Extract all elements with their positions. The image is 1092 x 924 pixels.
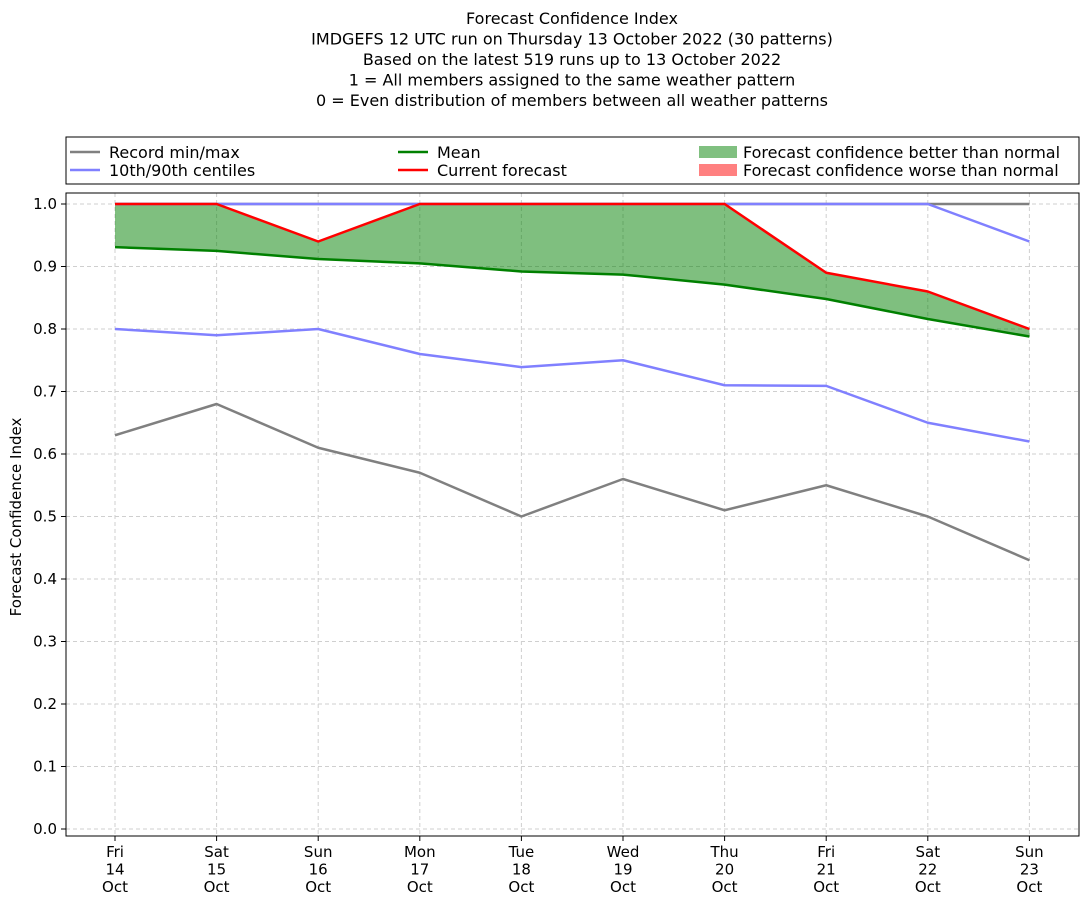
x-tick-label: 16 — [309, 861, 328, 879]
chart-title-line-2: IMDGEFS 12 UTC run on Thursday 13 Octobe… — [311, 30, 833, 49]
x-tick-label: Oct — [204, 878, 230, 896]
x-tick-label: Mon — [404, 843, 436, 861]
legend-label: 10th/90th centiles — [109, 161, 255, 180]
legend-label: Forecast confidence worse than normal — [743, 161, 1059, 180]
y-tick-label: 0.5 — [33, 508, 57, 526]
y-tick-label: 0.3 — [33, 633, 57, 651]
x-tick-label: Fri — [817, 843, 835, 861]
x-tick-label: Oct — [1016, 878, 1042, 896]
legend-label: Record min/max — [109, 143, 240, 162]
x-tick-label: Oct — [610, 878, 636, 896]
x-axis: Fri14OctSat15OctSun16OctMon17OctTue18Oct… — [102, 836, 1044, 896]
y-tick-label: 0.7 — [33, 383, 57, 401]
x-tick-label: 21 — [817, 861, 836, 879]
legend-label: Forecast confidence better than normal — [743, 143, 1060, 162]
y-tick-label: 0.0 — [33, 820, 57, 838]
y-axis: 0.0 0.1 0.2 0.3 0.4 0.5 0.6 0.7 0.8 0.9 1.0 — [33, 195, 66, 838]
series-line-mean — [114, 245, 1030, 338]
chart-title-line-4: 1 = All members assigned to the same wea… — [349, 71, 796, 90]
y-tick-label: 0.2 — [33, 695, 57, 713]
x-tick-label: 18 — [512, 861, 531, 879]
y-axis-label: Forecast Confidence Index — [7, 418, 25, 617]
x-tick-label: Sun — [304, 843, 333, 861]
x-tick-label: 14 — [105, 861, 124, 879]
x-tick-label: Oct — [305, 878, 331, 896]
x-tick-label: 15 — [207, 861, 226, 879]
y-tick-label: 0.1 — [33, 758, 57, 776]
x-tick-label: Oct — [407, 878, 433, 896]
legend-label: Current forecast — [437, 161, 567, 180]
chart-title-line-1: Forecast Confidence Index — [466, 9, 678, 28]
x-tick-label: Wed — [607, 843, 640, 861]
chart-title-line-3: Based on the latest 519 runs up to 13 Oc… — [363, 50, 781, 69]
series-line-p10 — [114, 327, 1030, 443]
plot-frame — [65, 192, 1080, 837]
x-tick-label: Oct — [915, 878, 941, 896]
x-tick-label: Oct — [712, 878, 738, 896]
x-tick-label: Fri — [106, 843, 124, 861]
y-tick-label: 0.6 — [33, 445, 57, 463]
chart-title-line-5: 0 = Even distribution of members between… — [316, 91, 828, 110]
confidence-fill — [115, 204, 1030, 337]
legend-label: Mean — [437, 143, 481, 162]
x-tick-label: 19 — [613, 861, 632, 879]
y-tick-label: 0.4 — [33, 570, 57, 588]
legend-swatch-patch — [699, 146, 737, 158]
series-line-current — [115, 202, 1030, 331]
fill-better-than-normal — [115, 204, 1030, 337]
x-tick-label: Tue — [508, 843, 535, 861]
x-tick-label: Oct — [102, 878, 128, 896]
legend-box — [65, 136, 1080, 185]
x-tick-label: 17 — [410, 861, 429, 879]
chart-title: Forecast Confidence Index IMDGEFS 12 UTC … — [311, 9, 833, 110]
x-tick-label: Sun — [1015, 843, 1044, 861]
legend-swatch-patch — [699, 164, 737, 176]
x-tick-label: Oct — [813, 878, 839, 896]
x-tick-label: 23 — [1020, 861, 1039, 879]
x-tick-label: 20 — [715, 861, 734, 879]
y-tick-label: 0.8 — [33, 320, 57, 338]
y-tick-label: 0.9 — [33, 258, 57, 276]
series-lines — [114, 202, 1030, 562]
series-line-record-min — [114, 402, 1030, 562]
x-tick-label: Sat — [915, 843, 940, 861]
x-tick-label: Oct — [508, 878, 534, 896]
x-tick-label: Sat — [204, 843, 229, 861]
x-tick-label: Thu — [710, 843, 739, 861]
x-tick-label: 22 — [918, 861, 937, 879]
grid — [66, 193, 1079, 836]
y-tick-label: 1.0 — [33, 195, 57, 213]
